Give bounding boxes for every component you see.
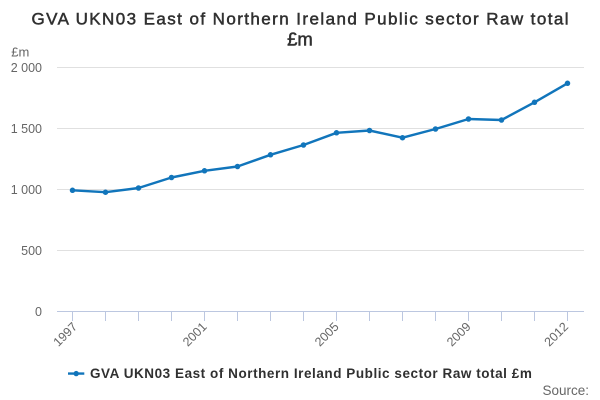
- svg-text:0: 0: [35, 305, 42, 319]
- svg-text:£m: £m: [11, 45, 29, 60]
- svg-text:1 000: 1 000: [11, 183, 42, 197]
- svg-text:GVA UKN03 East of Northern Ire: GVA UKN03 East of Northern Ireland Publi…: [90, 366, 532, 381]
- svg-text:2 000: 2 000: [11, 61, 42, 75]
- svg-text:Source:: Source:: [542, 383, 589, 398]
- svg-text:£m: £m: [287, 29, 313, 50]
- svg-text:500: 500: [21, 244, 42, 258]
- svg-text:1 500: 1 500: [11, 122, 42, 136]
- svg-text:GVA UKN03 East of Northern Ire: GVA UKN03 East of Northern Ireland Publi…: [31, 10, 569, 29]
